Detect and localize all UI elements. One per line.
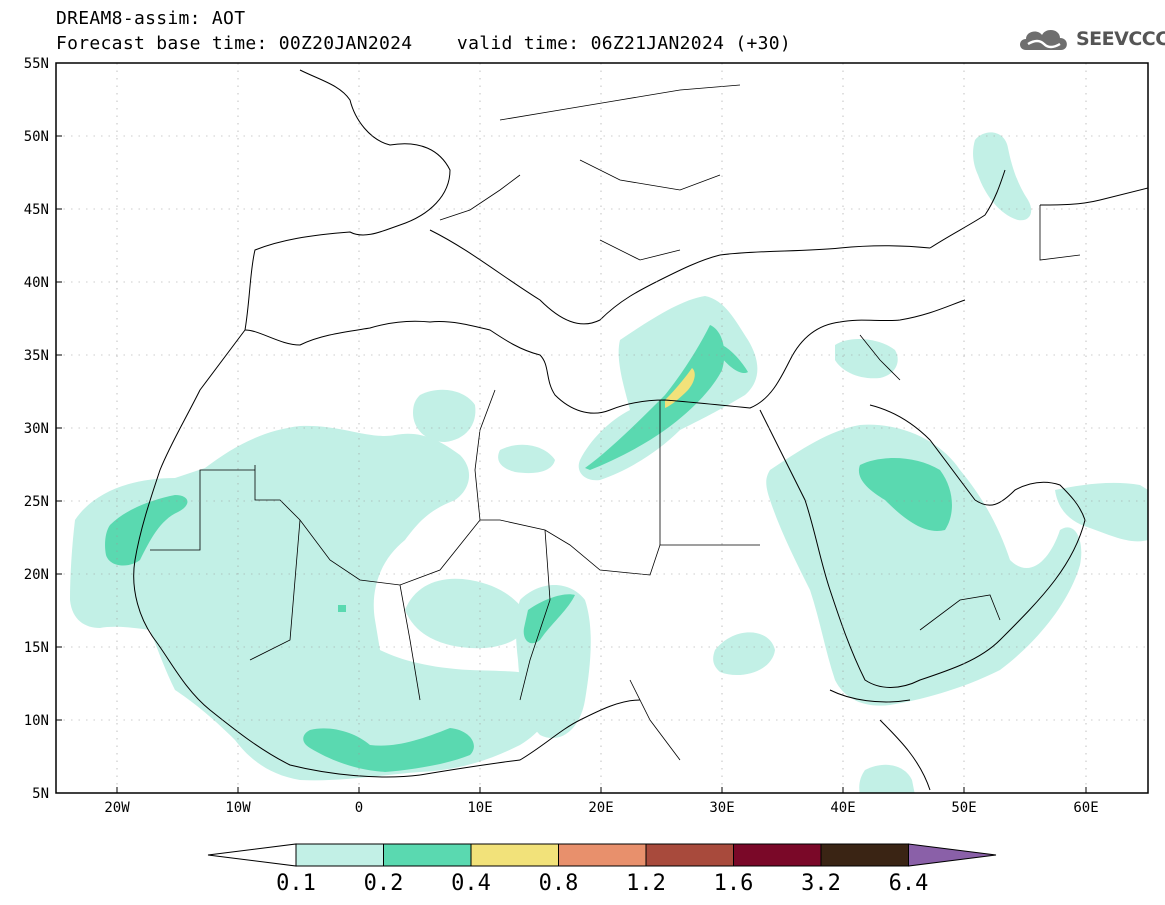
lat-label-45n: 45N [24, 202, 49, 218]
colorbar-label-1.2: 1.2 [626, 871, 666, 896]
longitude-labels: 20W 10W 0 10E 20E 30E 40E 50E 60E [104, 800, 1098, 816]
aot-core-small [338, 605, 346, 612]
cloud-logo-icon [1020, 29, 1067, 50]
colorbar-cell-6 [733, 843, 822, 867]
seevccc-logo: SEEVCCC [1016, 22, 1165, 56]
colorbar-cell-4 [558, 843, 647, 867]
lat-label-5n: 5N [32, 786, 49, 802]
lon-label-60e: 60E [1073, 800, 1098, 816]
colorbar-labels: 0.1 0.2 0.4 0.8 1.2 1.6 3.2 6.4 [276, 871, 928, 896]
colorbar-cell-2 [383, 843, 472, 867]
coastlines [133, 69, 1148, 791]
lon-label-40e: 40E [830, 800, 855, 816]
lon-label-10e: 10E [467, 800, 492, 816]
aot-region-algeria-coast [413, 389, 476, 442]
lon-label-30e: 30E [709, 800, 734, 816]
aot-field [70, 132, 1148, 793]
lon-label-20w: 20W [104, 800, 130, 816]
colorbar-label-0.2: 0.2 [364, 871, 404, 896]
aot-region-west-africa [70, 425, 552, 781]
aot-core-saudi [858, 458, 952, 531]
aot-region-arabia [766, 424, 1082, 706]
colorbar-label-0.8: 0.8 [539, 871, 579, 896]
colorbar-cell-3 [470, 843, 559, 867]
forecast-time-subtitle: Forecast base time: 00Z20JAN2024 valid t… [56, 33, 792, 54]
aot-core-cyprus [722, 345, 748, 374]
aot-region-iraq [835, 338, 898, 379]
latitude-labels: 55N 50N 45N 40N 35N 30N 25N 20N 15N 10N … [24, 56, 49, 802]
aot-region-gulf-east [1055, 482, 1148, 542]
colorbar-label-6.4: 6.4 [889, 871, 929, 896]
aot-core-mauritania [105, 495, 188, 566]
aot-region-sudan [713, 632, 775, 676]
map-title: DREAM8-assim: AOT [56, 8, 246, 29]
lat-label-55n: 55N [24, 56, 49, 72]
axis-ticks [56, 135, 1087, 793]
lat-label-30n: 30N [24, 421, 49, 437]
aot-region-somalia [859, 764, 915, 793]
lon-label-10w: 10W [225, 800, 251, 816]
lat-label-20n: 20N [24, 567, 49, 583]
colorbar-cell-low-arrow [207, 843, 297, 867]
aot-max-egypt-plume [665, 368, 695, 408]
lat-label-15n: 15N [24, 640, 49, 656]
logo-text: SEEVCCC [1076, 28, 1165, 50]
colorbar-cell-7 [820, 843, 909, 867]
lat-label-40n: 40N [24, 275, 49, 291]
aot-region-caspian [973, 132, 1032, 221]
colorbar-cell-5 [645, 843, 734, 867]
aot-region-libya [498, 444, 555, 474]
colorbar-label-1.6: 1.6 [714, 871, 754, 896]
lat-label-35n: 35N [24, 348, 49, 364]
lat-label-25n: 25N [24, 494, 49, 510]
colorbar-cell-1 [295, 843, 384, 867]
lon-label-0: 0 [355, 800, 363, 816]
colorbar-label-0.1: 0.1 [276, 871, 316, 896]
aot-core-egypt-plume [585, 325, 725, 470]
aot-region-central-sahara [405, 578, 530, 649]
colorbar-label-0.4: 0.4 [451, 871, 491, 896]
aot-core-chad [523, 594, 575, 644]
aot-core-gulf-guinea [303, 728, 474, 772]
colorbar-cell-high-arrow [908, 843, 997, 867]
colorbar [207, 843, 997, 867]
graticule [56, 63, 1148, 793]
lon-label-50e: 50E [951, 800, 976, 816]
colorbar-label-3.2: 3.2 [801, 871, 841, 896]
lon-label-20e: 20E [588, 800, 613, 816]
lat-label-50n: 50N [24, 129, 49, 145]
lat-label-10n: 10N [24, 713, 49, 729]
